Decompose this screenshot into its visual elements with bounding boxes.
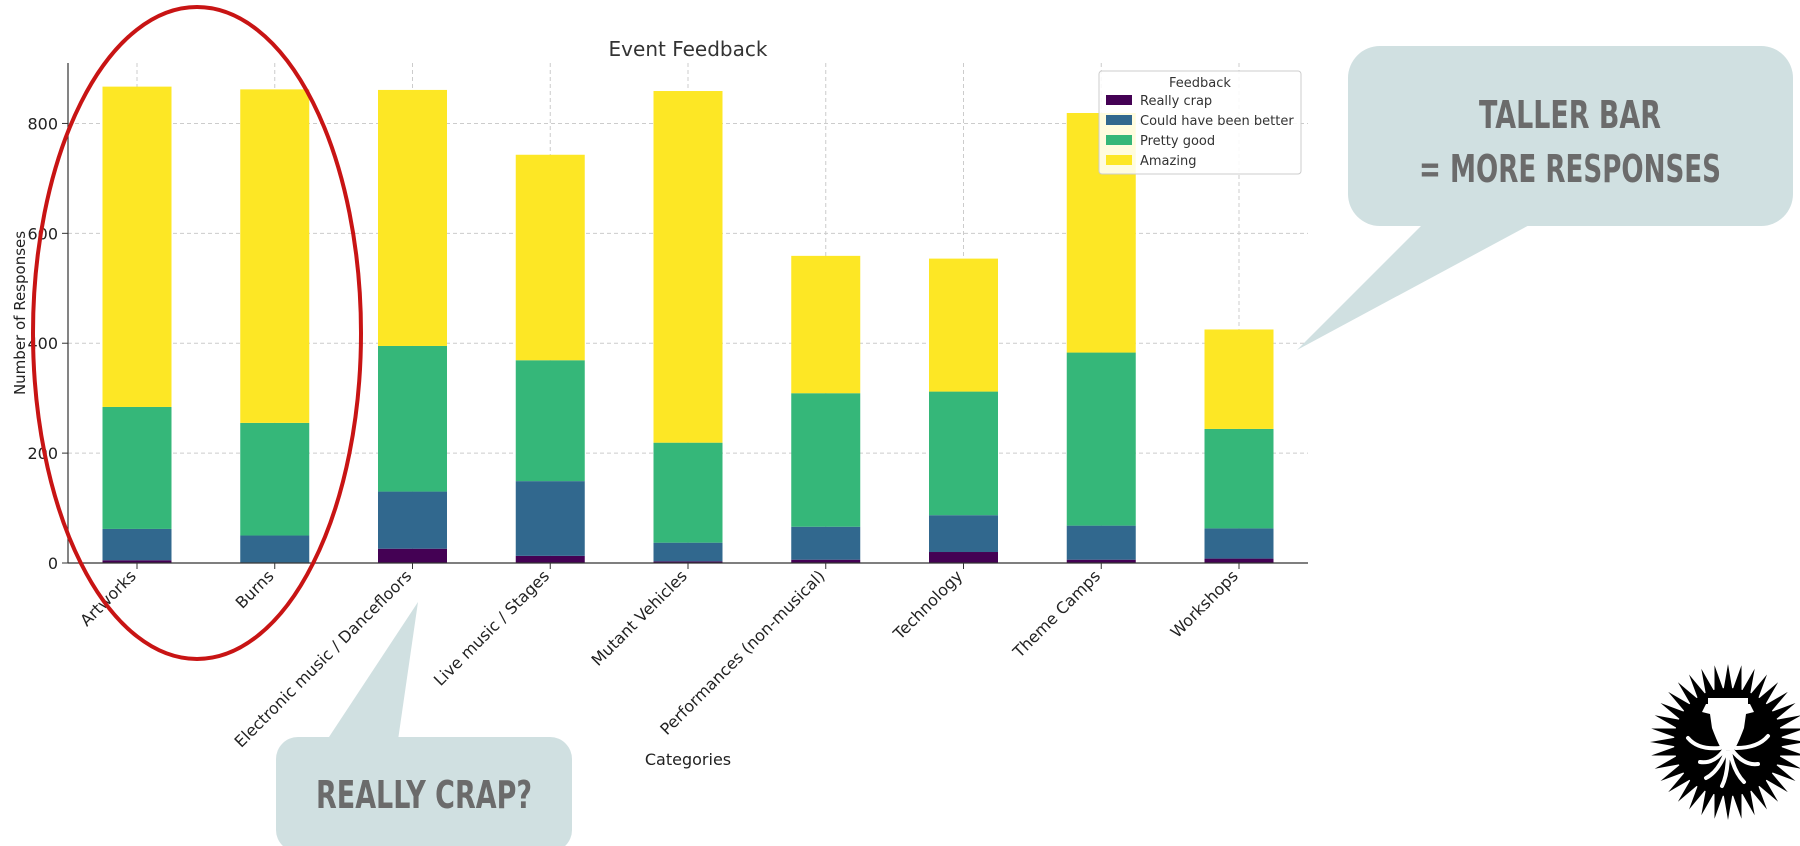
legend-box (1098, 70, 1302, 175)
bar-segment (653, 91, 723, 443)
bar-segment (240, 422, 310, 536)
callout-taller-bar: TALLER BAR = MORE RESPONSES (1297, 46, 1793, 350)
legend-label: Could have been better (1140, 114, 1294, 129)
chart-title: Event Feedback (609, 37, 768, 61)
y-tick-label: 0 (48, 554, 58, 573)
logo-octopus-tentacles (1686, 734, 1770, 788)
bar-segment (240, 89, 310, 423)
bar-segment (1066, 525, 1136, 560)
callout-taller-bar-pointer (1297, 222, 1535, 350)
y-tick-label: 800 (27, 114, 58, 133)
bar-segment (791, 255, 861, 394)
legend-swatch (1106, 155, 1132, 165)
x-axis-label: Categories (645, 750, 731, 769)
bar-segment (929, 552, 998, 563)
x-tick-label: Live music / Stages (430, 566, 553, 689)
logo-octopus-head (1702, 704, 1754, 750)
callout-really-crap-text: REALLY CRAP? (316, 773, 532, 817)
legend-title: Feedback (1169, 76, 1231, 91)
legend-label: Really crap (1140, 94, 1212, 109)
x-tick-label: Workshops (1167, 566, 1242, 641)
bar-segment (653, 442, 723, 543)
legend-swatch (1106, 115, 1132, 125)
bar-segment (1204, 329, 1274, 429)
bar-segment (791, 559, 861, 563)
bar-segment (1066, 352, 1136, 526)
bar-segment (515, 360, 585, 482)
x-tick-label: Performances (non-musical) (656, 566, 828, 738)
bar-segment (378, 89, 447, 346)
bar-segment (929, 515, 998, 553)
bar-segment (240, 535, 310, 563)
callout-really-crap-box (276, 737, 572, 846)
legend-label: Pretty good (1140, 134, 1215, 149)
callout-taller-bar-line1: TALLER BAR (1479, 93, 1661, 137)
callout-really-crap: REALLY CRAP? (276, 602, 572, 846)
bar-segment (1204, 558, 1274, 563)
bars-group (102, 86, 1274, 563)
callout-taller-bar-line2: = MORE RESPONSES (1419, 147, 1721, 191)
bar-segment (929, 258, 998, 392)
callout-taller-bar-box (1348, 46, 1793, 226)
x-tick-label: Mutant Vehicles (588, 566, 691, 669)
x-tick-label: Technology (889, 566, 967, 644)
highlight-circle (31, 5, 363, 661)
legend-items: Really crap Could have been better Pretty … (1106, 94, 1294, 169)
bar-segment (791, 526, 861, 560)
bar-segment (102, 86, 172, 407)
callout-really-crap-pointer (327, 602, 418, 740)
legend-label: Amazing (1140, 154, 1196, 169)
bar-segment (515, 555, 585, 563)
x-tick-label: Burns (232, 566, 278, 612)
bar-segment (378, 548, 447, 563)
bar-segment (653, 542, 723, 562)
bar-segment (102, 406, 172, 529)
legend-swatch (1106, 95, 1132, 105)
bar-segment (102, 528, 172, 561)
legend: Feedback Really crap Could have been bett… (1098, 70, 1302, 175)
bar-segment (1066, 559, 1136, 563)
bar-segment (791, 393, 861, 527)
bar-segment (653, 561, 723, 563)
bar-segment (1204, 528, 1274, 559)
bar-segment (515, 154, 585, 361)
bar-segment (1204, 428, 1274, 529)
octopus-logo-icon (1650, 664, 1800, 820)
bar-segment (515, 481, 585, 556)
y-axis-label: Number of Responses (11, 231, 29, 395)
bar-segment (378, 345, 447, 492)
bar-segment (102, 560, 172, 563)
bar-segment (929, 391, 998, 516)
legend-swatch (1106, 135, 1132, 145)
logo-crown (1708, 698, 1748, 704)
x-tick-label: Theme Camps (1008, 566, 1104, 662)
bar-segment (378, 491, 447, 549)
